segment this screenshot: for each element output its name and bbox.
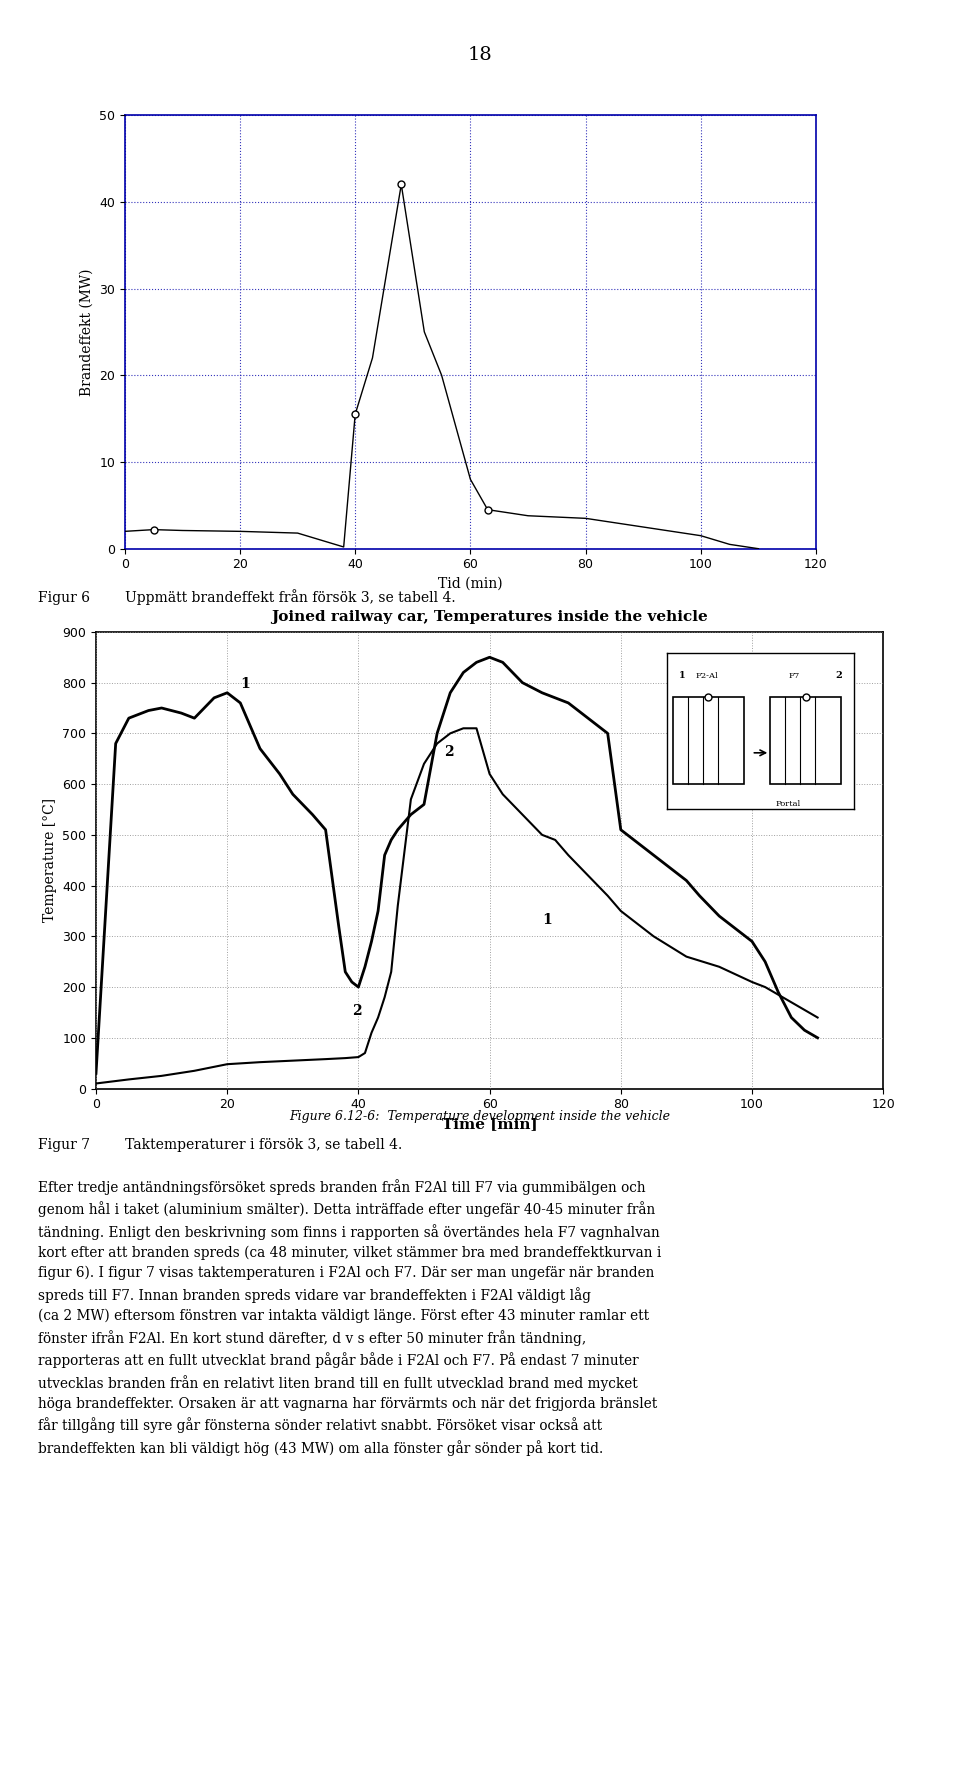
- Bar: [673, 697, 744, 784]
- Text: F7: F7: [789, 673, 800, 680]
- Text: 1: 1: [240, 676, 250, 690]
- Bar: [770, 697, 841, 784]
- Text: Efter tredje antändningsförsöket spreds branden från F2Al till F7 via gummibälge: Efter tredje antändningsförsöket spreds …: [38, 1179, 661, 1457]
- Y-axis label: Brandeffekt (MW): Brandeffekt (MW): [80, 267, 93, 396]
- Text: F2-Al: F2-Al: [695, 673, 718, 680]
- Y-axis label: Temperature [°C]: Temperature [°C]: [43, 798, 57, 922]
- X-axis label: Tid (min): Tid (min): [438, 577, 503, 591]
- X-axis label: Time [min]: Time [min]: [442, 1117, 538, 1131]
- Text: 1: 1: [542, 913, 552, 927]
- Text: 18: 18: [468, 46, 492, 64]
- Text: Figur 7        Taktemperaturer i försök 3, se tabell 4.: Figur 7 Taktemperaturer i försök 3, se t…: [38, 1138, 402, 1152]
- Text: Figure 6.12-6:  Temperature development inside the vehicle: Figure 6.12-6: Temperature development i…: [290, 1110, 670, 1122]
- Title: Joined railway car, Temperatures inside the vehicle: Joined railway car, Temperatures inside …: [272, 611, 708, 623]
- Text: Figur 6        Uppmätt brandeffekt från försök 3, se tabell 4.: Figur 6 Uppmätt brandeffekt från försök …: [38, 589, 456, 605]
- Text: 2: 2: [835, 671, 843, 680]
- Text: 2: 2: [444, 745, 453, 759]
- Text: 1: 1: [679, 671, 685, 680]
- Text: Portal: Portal: [776, 800, 801, 807]
- Text: 2: 2: [351, 1004, 362, 1018]
